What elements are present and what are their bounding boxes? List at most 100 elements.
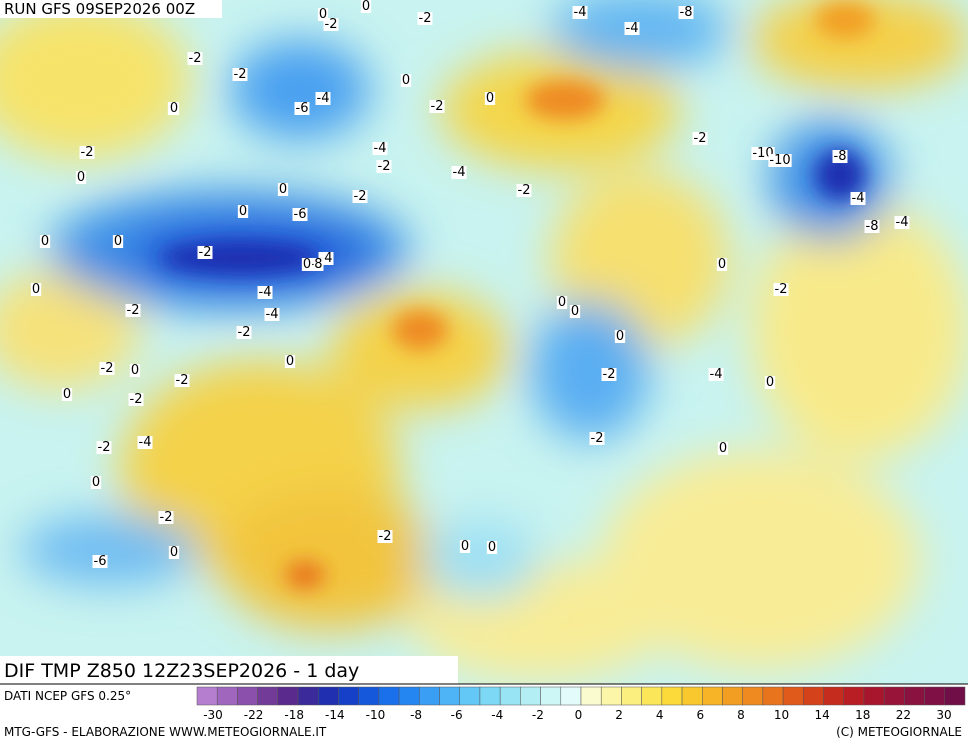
contour-label: 0 [303,257,311,272]
contour-label-box [864,220,880,233]
colorbar-swatch [540,686,562,706]
contour-label: 0 [719,441,727,456]
contour-label: 0 [63,387,71,402]
colorbar-swatch [499,686,521,706]
colorbar-swatch [904,686,925,706]
colorbar-tick-label: -22 [244,708,264,722]
colorbar-swatch [277,686,299,706]
colorbar-swatch [883,686,905,706]
contour-label: -2 [189,51,202,66]
contour-label-box [317,8,329,21]
contour-label-box [92,555,108,568]
colorbar-tick-label: 2 [615,708,623,722]
colorbar-swatch [762,686,784,706]
colorbar-swatch [944,686,966,706]
contour-label: -2 [518,183,531,198]
colorbar-swatch [358,686,380,706]
colorbar-swatch [257,686,279,706]
contour-label: -4 [852,191,865,206]
contour-label: -4 [266,307,279,322]
contour-label-box [484,92,496,105]
contour-label: -2 [379,529,392,544]
colorbar-tick-label: -6 [451,708,463,722]
colorbar-tick-label: 14 [815,708,830,722]
colorbar-swatch [338,686,359,706]
contour-label: -8 [834,149,847,164]
contour-label: -4 [453,165,466,180]
colorbar-swatch [600,686,622,706]
colorbar-swatch [439,686,460,706]
contour-label: -4 [896,215,909,230]
contour-label: 0 [114,234,122,249]
contour-label-box [128,393,144,406]
contour-label: -4 [574,5,587,20]
contour-label-box [129,364,141,377]
contour-label-box [459,540,471,553]
colorbar-swatch [863,686,885,706]
colorbar-swatch [621,686,642,706]
contour-label-box [197,246,213,259]
contour-label-box [429,100,445,113]
contour-label-box [572,6,588,19]
contour-label: -2 [160,510,173,525]
contour-label-box [624,22,640,35]
contour-label-box [237,205,249,218]
colorbar-swatch [216,686,238,706]
contour-label: 0 [486,91,494,106]
contour-label: -2 [354,189,367,204]
contour-label: -2 [431,99,444,114]
colorbar-tick-label: -10 [366,708,386,722]
contour-label: 0 [461,539,469,554]
contour-label: -4 [710,367,723,382]
contour-label-box [377,530,393,543]
contour-label-box [768,154,792,167]
colorbar-tick-label: -4 [491,708,503,722]
contour-label-box [39,235,51,248]
contour-label-box [516,184,532,197]
contour-label: -6 [296,101,309,116]
colorbar-swatch [661,686,683,706]
colorbar-swatch [702,686,723,706]
contour-label: -10 [769,153,790,168]
contour-label-box [486,541,498,554]
contour-label-box [400,74,412,87]
contour-label: -2 [127,303,140,318]
contour-label: -2 [603,367,616,382]
contour-label: -2 [81,145,94,160]
colorbar-tick-label: -18 [284,708,304,722]
colorbar-swatch [479,686,501,706]
colorbar-tick-label: 22 [896,708,911,722]
contour-label-box [294,102,310,115]
contour-label: 0 [718,257,726,272]
colorbar-swatch [378,686,400,706]
contour-label: 0 [131,363,139,378]
header-box [0,0,222,18]
contour-label-box [773,283,789,296]
contour-label-box [61,388,73,401]
colorbar-swatch [924,686,946,706]
colorbar-tick-label: -2 [532,708,544,722]
contour-label: 0 [170,101,178,116]
contour-label: -4 [139,435,152,450]
field [0,0,968,684]
contour-label: -2 [325,17,338,32]
contour-label-box [75,171,87,184]
contour-label-box [894,216,910,229]
contour-label-box [832,150,848,163]
contour-label: -4 [259,285,272,300]
colorbar-swatch [843,686,865,706]
footer-left: MTG-GFS - ELABORAZIONE WWW.METEOGIORNALE… [4,725,327,739]
contour-label: -8 [866,219,879,234]
contour-label-box [376,160,392,173]
contour-label: -4 [626,21,639,36]
colorbar-tick-label: 8 [737,708,745,722]
colorbar-tick-label: 10 [774,708,789,722]
contour-label-box [556,296,568,309]
colorbar-swatch [196,686,218,706]
contour-label: -2 [419,11,432,26]
contour-label-box [850,192,866,205]
colorbar-swatch [398,686,420,706]
colorbar-swatch [823,686,844,706]
